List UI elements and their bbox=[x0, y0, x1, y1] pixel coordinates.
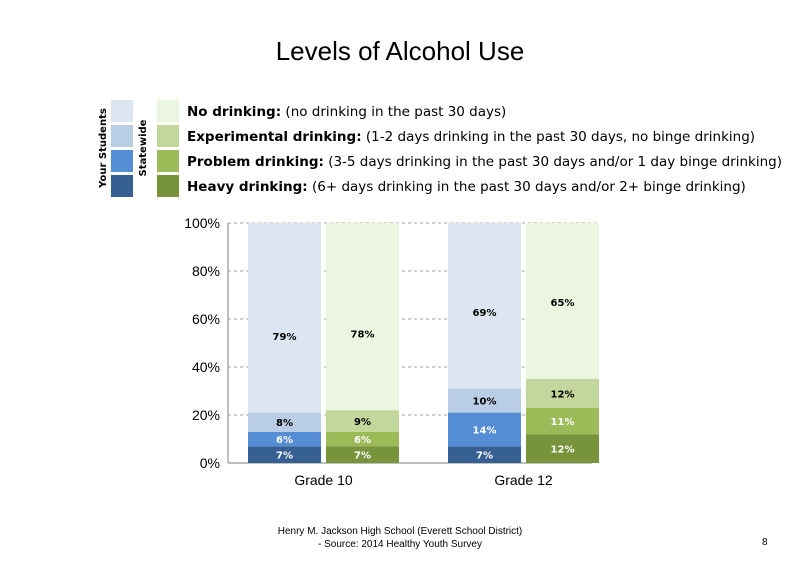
data-label: 79% bbox=[273, 332, 297, 343]
legend-item-desc: (1-2 days drinking in the past 30 days, … bbox=[365, 129, 756, 145]
bar-segment-experimental bbox=[448, 388, 521, 413]
bar-segment-problem bbox=[248, 431, 321, 447]
data-label: 6% bbox=[276, 435, 293, 446]
data-label: 12% bbox=[551, 445, 575, 456]
legend-swatch-your-experimental bbox=[111, 125, 133, 147]
legend-item-desc: (6+ days drinking in the past 30 days an… bbox=[312, 179, 746, 195]
legend-item-bold: Problem drinking: bbox=[187, 154, 324, 170]
data-label: 65% bbox=[551, 298, 575, 309]
bar-segment-problem bbox=[526, 407, 599, 435]
legend-swatch-your-heavy bbox=[111, 175, 133, 197]
footer-survey: - Source: 2014 Healthy Youth Survey bbox=[318, 539, 482, 550]
bar-segment-problem bbox=[448, 412, 521, 447]
data-label: 8% bbox=[276, 418, 293, 429]
data-label: 78% bbox=[351, 329, 375, 340]
data-label: 7% bbox=[276, 451, 293, 462]
footer-school: Henry M. Jackson High School (Everett Sc… bbox=[277, 526, 523, 537]
legend-item-no-drinking: No drinking: (no drinking in the past 30… bbox=[187, 103, 506, 121]
data-label: 6% bbox=[354, 435, 371, 446]
data-label: 9% bbox=[354, 417, 371, 428]
y-tick-label: 0% bbox=[200, 455, 220, 471]
stacked-bar-chart: 0% 20% 40% 60% 80% 100% 7% 6% 8% 79% 7% 6% 9% 78% Grad… bbox=[184, 215, 600, 488]
y-tick-label: 60% bbox=[192, 311, 220, 327]
data-label: 14% bbox=[473, 425, 497, 436]
bar-segment-none bbox=[248, 223, 321, 413]
legend-item-heavy-drinking: Heavy drinking: (6+ days drinking in the… bbox=[187, 178, 746, 196]
legend-swatch-your-problem bbox=[111, 150, 133, 172]
legend-item-experimental-drinking: Experimental drinking: (1-2 days drinkin… bbox=[187, 128, 755, 146]
legend-swatch-state-none bbox=[157, 100, 179, 122]
legend-swatch-state-heavy bbox=[157, 175, 179, 197]
bar-segment-none bbox=[526, 223, 599, 379]
legend-item-desc: (no drinking in the past 30 days) bbox=[285, 104, 507, 120]
data-label: 7% bbox=[476, 451, 493, 462]
bar-segment-none bbox=[448, 223, 521, 389]
y-tick-label: 100% bbox=[184, 215, 220, 231]
page-number: 8 bbox=[762, 537, 768, 548]
legend-swatch-your-none bbox=[111, 100, 133, 122]
y-tick-label: 20% bbox=[192, 407, 220, 423]
bar-segment-heavy bbox=[248, 446, 321, 463]
slide-title: Levels of Alcohol Use bbox=[275, 36, 525, 66]
bar-segment-heavy bbox=[526, 434, 599, 463]
bar-segment-heavy bbox=[326, 446, 399, 463]
legend-item-problem-drinking: Problem drinking: (3-5 days drinking in … bbox=[187, 153, 782, 171]
legend-item-bold: Heavy drinking: bbox=[187, 179, 308, 195]
bar-segment-none bbox=[326, 223, 399, 411]
data-label: 7% bbox=[354, 451, 371, 462]
y-tick-label: 40% bbox=[192, 359, 220, 375]
legend-swatch-state-problem bbox=[157, 150, 179, 172]
bar-segment-experimental bbox=[526, 379, 599, 408]
data-label: 10% bbox=[473, 397, 497, 408]
bar-segment-experimental bbox=[326, 410, 399, 432]
bar-segment-heavy bbox=[448, 446, 521, 463]
data-label: 11% bbox=[551, 417, 575, 428]
legend-item-desc: (3-5 days drinking in the past 30 days a… bbox=[328, 154, 782, 170]
legend-item-bold: Experimental drinking: bbox=[187, 129, 362, 145]
bar-segment-problem bbox=[326, 431, 399, 447]
legend-item-bold: No drinking: bbox=[187, 104, 282, 120]
data-label: 12% bbox=[551, 389, 575, 400]
data-label: 69% bbox=[473, 308, 497, 319]
x-category-label: Grade 10 bbox=[294, 472, 353, 488]
bar-segment-experimental bbox=[248, 412, 321, 432]
footer-source: Henry M. Jackson High School (Everett Sc… bbox=[230, 525, 570, 551]
legend-swatch-state-experimental bbox=[157, 125, 179, 147]
x-category-label: Grade 12 bbox=[494, 472, 553, 488]
y-tick-label: 80% bbox=[192, 263, 220, 279]
